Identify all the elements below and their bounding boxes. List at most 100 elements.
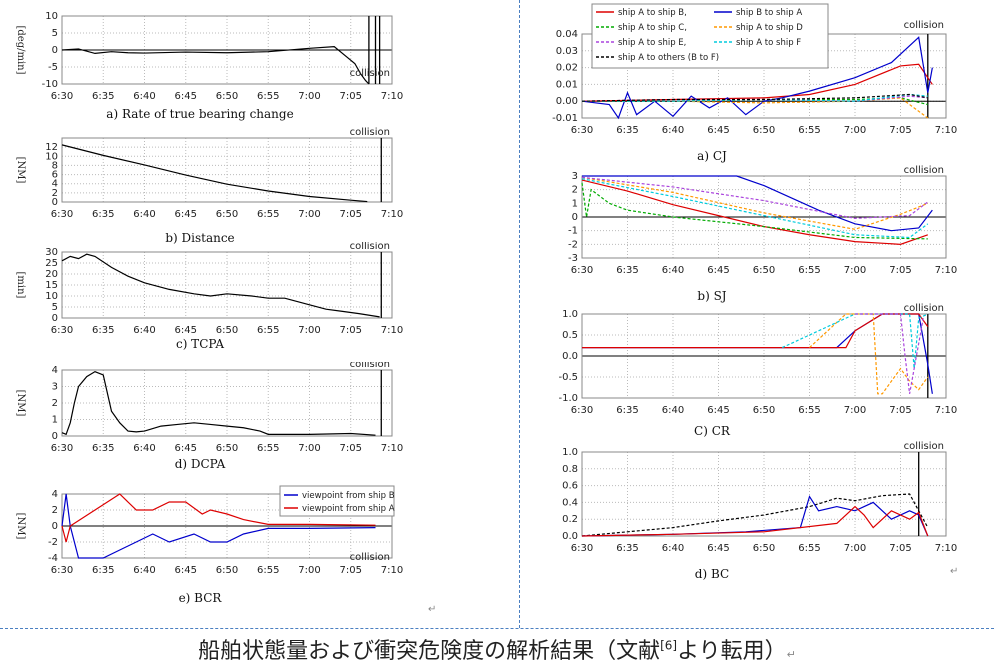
legend-label: ship A to ship D xyxy=(736,23,803,33)
plot-frame xyxy=(581,175,947,259)
x-tick-label: 6:45 xyxy=(175,209,197,220)
y-tick-label: 1.0 xyxy=(562,309,578,320)
chart-title: b) SJ xyxy=(697,289,726,303)
series-line xyxy=(61,493,376,543)
x-tick-label: 7:05 xyxy=(889,125,911,136)
x-tick-label: 7:00 xyxy=(298,325,320,336)
collision-annotation: collision xyxy=(350,127,390,138)
y-tick-label: 0.03 xyxy=(556,46,578,57)
x-tick-label: 6:55 xyxy=(798,265,820,276)
caption-text: 船舶状態量および衝突危険度の解析結果（文献 xyxy=(198,639,661,664)
y-tick-label: 0 xyxy=(52,313,58,324)
figure-caption: 船舶状態量および衝突危険度の解析結果（文献[6]より転用）↵ xyxy=(0,633,994,665)
series-line xyxy=(582,313,933,394)
chart-sj: 6:30 6:35 6:40 6:45 6:50 6:55 7:00 7:05 7:10 -3 -2… xyxy=(568,165,957,303)
plot-frame xyxy=(61,251,393,319)
x-tick-label: 6:55 xyxy=(798,405,820,416)
y-axis-label: [NM] xyxy=(15,390,26,417)
y-tick-label: 0 xyxy=(52,431,58,442)
collision-annotation: collision xyxy=(350,552,390,563)
x-tick-label: 6:30 xyxy=(571,543,593,554)
x-tick-label: 6:50 xyxy=(216,565,238,576)
x-tick-label: 6:35 xyxy=(92,325,114,336)
x-tick-label: 7:10 xyxy=(935,265,957,276)
x-tick-label: 7:05 xyxy=(340,209,362,220)
chart-title: a) CJ xyxy=(697,149,727,163)
collision-annotation: collision xyxy=(904,441,944,452)
x-tick-label: 6:40 xyxy=(133,443,155,454)
series-line xyxy=(581,36,933,120)
x-tick-label: 6:55 xyxy=(257,91,279,102)
y-tick-label: 10 xyxy=(45,151,58,162)
y-tick-label: 0.0 xyxy=(562,351,578,362)
section-divider xyxy=(0,628,994,629)
caption-tail: より転用） xyxy=(677,639,787,664)
series-line xyxy=(581,178,929,239)
x-tick-label: 6:30 xyxy=(51,91,73,102)
chart-bc: 6:30 6:35 6:40 6:45 6:50 6:55 7:00 7:05 7:10 0.0 0… xyxy=(562,441,957,581)
x-tick-label: 6:35 xyxy=(92,565,114,576)
series-line xyxy=(581,176,929,230)
series-line xyxy=(582,175,933,232)
legend-box xyxy=(279,485,395,517)
y-tick-label: -2 xyxy=(568,239,578,250)
x-tick-label: 6:35 xyxy=(616,265,638,276)
series-line xyxy=(61,253,380,318)
y-tick-label: 20 xyxy=(45,269,58,280)
y-tick-label: 1.0 xyxy=(562,447,578,458)
y-tick-label: 10 xyxy=(45,11,58,22)
y-tick-label: 0.04 xyxy=(556,29,578,40)
x-tick-label: 6:45 xyxy=(707,125,729,136)
plot-frame xyxy=(61,369,393,437)
return-mark: ↵ xyxy=(428,604,437,615)
y-tick-label: 2 xyxy=(52,398,58,409)
collision-annotation: collision xyxy=(904,165,944,176)
chart-distance: 6:30 6:35 6:40 6:45 6:50 6:55 7:00 7:05 7:10 0246… xyxy=(15,127,403,245)
collision-annotation: collision xyxy=(350,242,390,252)
x-tick-label: 6:50 xyxy=(753,125,775,136)
x-tick-label: 6:35 xyxy=(92,209,114,220)
x-tick-label: 7:00 xyxy=(844,543,866,554)
x-tick-label: 6:45 xyxy=(175,91,197,102)
x-tick-label: 6:40 xyxy=(133,91,155,102)
chart-rate-of-true-bearing-change: 6:30 6:35 6:40 6:45 6:50 6:55 7:00 7:05 7:10 -10 -… xyxy=(15,11,403,121)
series-line xyxy=(581,505,929,537)
y-tick-label: 10 xyxy=(45,291,58,302)
y-tick-label: 8 xyxy=(52,160,58,171)
x-tick-label: 6:30 xyxy=(51,443,73,454)
x-tick-label: 6:30 xyxy=(51,565,73,576)
x-tick-label: 7:10 xyxy=(935,125,957,136)
y-tick-label: 15 xyxy=(45,280,58,291)
chart-dcpa: 6:30 6:35 6:40 6:45 6:50 6:55 7:00 7:05 7:10 0 1 2 3… xyxy=(15,362,403,471)
x-tick-label: 6:45 xyxy=(175,325,197,336)
legend-label: ship A to ship E, xyxy=(618,38,686,48)
y-tick-label: -3 xyxy=(568,253,578,264)
chart-cr: 6:30 6:35 6:40 6:45 6:50 6:55 7:00 7:05 7:10 -1.0… xyxy=(558,303,957,438)
x-tick-label: 6:50 xyxy=(216,209,238,220)
x-tick-label: 6:40 xyxy=(133,209,155,220)
y-tick-label: 0.0 xyxy=(562,531,578,542)
y-tick-label: -5 xyxy=(48,62,58,73)
y-tick-label: 30 xyxy=(45,247,58,258)
x-tick-label: 7:05 xyxy=(889,405,911,416)
legend-label: ship A to ship B, xyxy=(618,8,687,18)
x-tick-label: 7:05 xyxy=(340,91,362,102)
x-tick-label: 6:30 xyxy=(51,209,73,220)
x-tick-label: 7:10 xyxy=(381,565,403,576)
y-tick-label: -1 xyxy=(568,226,578,237)
y-tick-label: -1.0 xyxy=(558,393,578,404)
legend-label: ship A to ship F xyxy=(736,38,801,48)
x-tick-label: 6:40 xyxy=(662,125,684,136)
series-line xyxy=(61,493,376,559)
plot-frame xyxy=(581,313,947,399)
collision-annotation: collision xyxy=(904,20,944,31)
collision-annotation: collision xyxy=(904,303,944,314)
x-tick-label: 6:50 xyxy=(216,443,238,454)
x-tick-label: 6:50 xyxy=(753,265,775,276)
x-tick-label: 6:50 xyxy=(753,405,775,416)
chart-title: c) TCPA xyxy=(176,337,224,351)
y-tick-label: 2 xyxy=(572,185,578,196)
y-tick-label: 0 xyxy=(572,212,578,223)
y-tick-label: 0 xyxy=(52,521,58,532)
x-tick-label: 7:00 xyxy=(844,265,866,276)
